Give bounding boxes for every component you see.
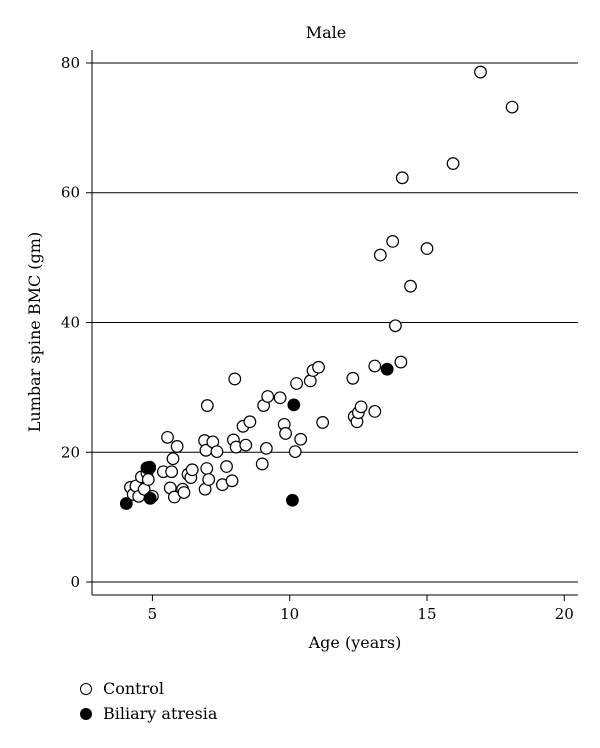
control-point-66 bbox=[420, 242, 434, 255]
control-point-32 bbox=[225, 474, 239, 488]
biliary-atresia-point-5 bbox=[286, 493, 299, 507]
legend: Control Biliary atresia bbox=[80, 676, 217, 726]
control-point-7 bbox=[141, 473, 155, 486]
control-point-68 bbox=[474, 65, 487, 79]
x-axis-label: Age (years) bbox=[308, 633, 402, 652]
biliary-atresia-point-0 bbox=[119, 497, 133, 510]
control-point-37 bbox=[239, 438, 253, 452]
control-point-52 bbox=[316, 416, 330, 429]
control-point-45 bbox=[279, 427, 292, 440]
control-point-58 bbox=[368, 359, 382, 373]
data-points bbox=[119, 65, 519, 510]
y-tick-label-20: 20 bbox=[61, 443, 80, 461]
control-point-31 bbox=[220, 460, 233, 473]
chart-title: Male bbox=[306, 23, 347, 42]
control-point-26 bbox=[200, 399, 214, 412]
biliary-atresia-point-2 bbox=[143, 460, 157, 474]
control-point-60 bbox=[373, 248, 387, 262]
x-tick-label-15: 15 bbox=[417, 605, 436, 623]
control-point-43 bbox=[273, 391, 287, 405]
control-point-25 bbox=[200, 462, 214, 475]
control-point-64 bbox=[395, 171, 409, 185]
legend-item-control: Control bbox=[80, 676, 217, 701]
control-point-59 bbox=[368, 404, 382, 418]
control-point-16 bbox=[170, 440, 184, 453]
filled-circle-icon bbox=[80, 707, 92, 720]
control-point-47 bbox=[290, 377, 303, 390]
control-point-27 bbox=[202, 473, 216, 486]
control-point-65 bbox=[404, 279, 417, 293]
control-point-11 bbox=[161, 430, 174, 444]
control-point-13 bbox=[165, 465, 179, 479]
control-point-42 bbox=[261, 390, 275, 403]
control-point-29 bbox=[210, 445, 224, 459]
control-point-62 bbox=[389, 319, 402, 333]
control-point-18 bbox=[177, 486, 191, 499]
control-point-63 bbox=[394, 355, 408, 369]
legend-label-control: Control bbox=[103, 679, 165, 698]
biliary-atresia-point-6 bbox=[380, 362, 394, 376]
x-tick-label-10: 10 bbox=[280, 605, 299, 623]
control-point-39 bbox=[255, 457, 269, 471]
control-point-14 bbox=[166, 452, 180, 466]
x-tick-label-5: 5 bbox=[148, 605, 158, 623]
biliary-atresia-point-4 bbox=[287, 398, 301, 412]
axes: 0 20 40 60 80 5 10 15 20 bbox=[61, 50, 578, 623]
control-point-61 bbox=[386, 234, 400, 248]
y-tick-label-80: 80 bbox=[61, 54, 80, 72]
y-tick-label-60: 60 bbox=[61, 184, 80, 202]
control-point-46 bbox=[288, 445, 302, 459]
open-circle-icon bbox=[80, 682, 92, 695]
y-axis-label: Lumbar spine BMC (gm) bbox=[25, 232, 44, 432]
y-tick-label-40: 40 bbox=[61, 314, 80, 332]
y-tick-label-0: 0 bbox=[70, 573, 80, 591]
control-point-48 bbox=[294, 432, 308, 446]
control-point-51 bbox=[312, 360, 325, 374]
control-point-69 bbox=[505, 100, 519, 114]
control-point-41 bbox=[259, 441, 273, 455]
control-point-53 bbox=[346, 371, 360, 385]
legend-item-biliary-atresia: Biliary atresia bbox=[80, 701, 217, 726]
control-point-57 bbox=[354, 400, 368, 414]
control-point-67 bbox=[446, 157, 460, 170]
x-tick-label-20: 20 bbox=[555, 605, 574, 623]
control-point-38 bbox=[243, 415, 257, 429]
legend-label-biliary-atresia: Biliary atresia bbox=[103, 704, 218, 723]
control-point-34 bbox=[228, 372, 242, 386]
control-point-49 bbox=[303, 374, 317, 388]
grid-lines bbox=[92, 62, 578, 583]
biliary-atresia-point-3 bbox=[143, 491, 157, 505]
control-point-21 bbox=[185, 463, 199, 477]
